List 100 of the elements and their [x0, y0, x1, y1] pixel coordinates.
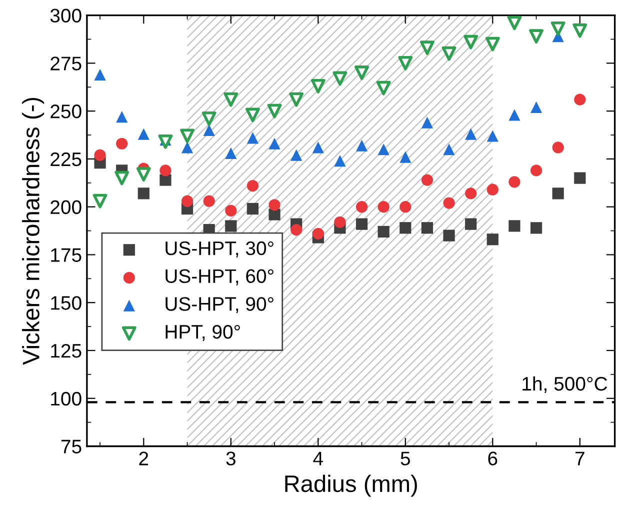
point — [574, 94, 586, 106]
point — [181, 195, 194, 207]
point — [181, 142, 194, 154]
point — [202, 112, 216, 126]
y-tick-label: 150 — [51, 296, 82, 310]
y-tick-label: 125 — [51, 344, 82, 358]
y-tick-label: 200 — [50, 200, 82, 214]
point — [225, 147, 237, 160]
point — [442, 46, 456, 61]
y-tick-label: 250 — [50, 104, 82, 118]
y-tick-label: 175 — [51, 248, 82, 262]
point — [465, 218, 477, 230]
point — [94, 68, 106, 80]
point — [420, 40, 434, 56]
point — [203, 195, 215, 207]
point — [530, 222, 542, 234]
point — [530, 101, 542, 114]
legend-label: US-HPT, 60° — [166, 269, 274, 286]
point — [334, 155, 346, 167]
x-tick-label: 3 — [226, 452, 236, 466]
point — [136, 167, 151, 182]
x-tick-label: 6 — [488, 452, 498, 466]
point — [443, 230, 455, 242]
point — [400, 201, 412, 213]
point — [376, 80, 391, 96]
point — [312, 228, 324, 240]
point — [268, 138, 280, 150]
point — [421, 116, 434, 128]
point — [443, 144, 455, 156]
y-tick-label: 275 — [50, 56, 82, 70]
point — [572, 23, 588, 38]
point — [356, 140, 368, 152]
legend-label: US-HPT, 30° — [166, 241, 274, 258]
point — [290, 149, 302, 161]
point — [158, 134, 173, 149]
y-tick-label: 100 — [51, 392, 82, 406]
point — [290, 224, 302, 236]
point — [289, 92, 304, 107]
point — [225, 204, 237, 216]
point — [356, 201, 368, 213]
point — [574, 172, 586, 184]
point — [334, 216, 346, 228]
point — [465, 188, 477, 200]
point — [225, 220, 237, 232]
point — [464, 34, 478, 50]
point — [312, 142, 324, 154]
point — [332, 71, 348, 86]
point — [268, 199, 280, 211]
point — [508, 109, 520, 121]
point — [550, 22, 566, 36]
point — [486, 234, 498, 246]
point — [246, 180, 259, 192]
point — [356, 218, 368, 230]
y-tick-label: 75 — [61, 440, 82, 454]
x-tick-label: 7 — [575, 452, 584, 466]
point — [116, 138, 128, 150]
point — [246, 132, 259, 144]
point — [378, 226, 390, 238]
y-tick-label: 225 — [50, 152, 82, 166]
legend-label: US-HPT, 90° — [166, 297, 274, 314]
point — [398, 56, 413, 70]
point — [203, 124, 215, 136]
point — [180, 128, 194, 144]
point — [508, 220, 520, 232]
point — [400, 151, 412, 163]
point — [94, 149, 106, 161]
x-tick-label: 5 — [400, 452, 410, 466]
point — [486, 184, 498, 196]
point — [310, 78, 326, 94]
point — [552, 188, 564, 200]
point — [486, 130, 498, 142]
point — [114, 170, 130, 186]
x-tick-label: 4 — [313, 452, 323, 466]
point — [138, 188, 150, 200]
point — [116, 111, 128, 123]
point — [421, 222, 434, 234]
point — [552, 142, 564, 154]
point — [508, 176, 520, 188]
point — [160, 174, 172, 186]
point — [246, 202, 259, 215]
point — [378, 144, 390, 156]
point — [354, 66, 369, 80]
point — [465, 128, 477, 140]
point — [246, 108, 260, 122]
point — [92, 194, 108, 208]
point — [378, 201, 390, 213]
point — [400, 222, 412, 234]
point — [530, 164, 542, 176]
point — [485, 36, 500, 52]
point — [443, 197, 455, 209]
legend-label: HPT, 90° — [166, 324, 240, 342]
point — [268, 208, 280, 220]
point — [224, 92, 238, 107]
point — [529, 29, 544, 44]
y-axis-title: Vickers microhardness (-) — [22, 98, 44, 365]
point — [507, 16, 522, 30]
x-axis-title: Radius (mm) — [285, 474, 417, 497]
ref-line-label: 1h, 500°C — [522, 376, 608, 393]
point — [138, 128, 150, 140]
point — [267, 104, 282, 118]
